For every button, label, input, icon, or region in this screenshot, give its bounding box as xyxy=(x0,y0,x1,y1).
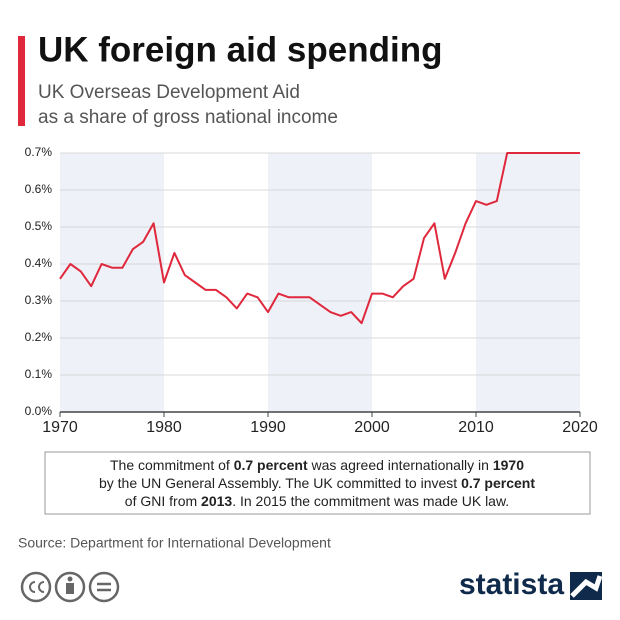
note-text: The commitment of xyxy=(110,457,234,473)
note-text: . In 2015 the commitment was made UK law… xyxy=(232,493,509,509)
note-text: 0.7 percent xyxy=(461,475,535,491)
y-tick-label: 0.6% xyxy=(25,182,53,196)
y-tick-label: 0.3% xyxy=(25,293,53,307)
subtitle: as a share of gross national income xyxy=(38,107,338,128)
x-tick-label: 2010 xyxy=(458,419,494,436)
x-tick-label: 2000 xyxy=(354,419,390,436)
note-text: was agreed internationally in xyxy=(308,457,493,473)
subtitle: UK Overseas Development Aid xyxy=(38,82,300,103)
chart-title: UK foreign aid spending xyxy=(38,30,442,69)
note-text: by the UN General Assembly. The UK commi… xyxy=(99,475,461,491)
y-tick-label: 0.7% xyxy=(25,145,53,159)
x-tick-label: 1990 xyxy=(250,419,286,436)
x-tick-label: 2020 xyxy=(562,419,598,436)
y-tick-label: 0.1% xyxy=(25,367,53,381)
band xyxy=(268,153,372,412)
plot: 0.0% 0.1% 0.2% 0.3% 0.4% 0.5% 0.6% 0.7% 1970 1980… xyxy=(25,145,598,436)
note-text: 1970 xyxy=(493,457,524,473)
brand: statista xyxy=(459,568,564,601)
note-box xyxy=(44,451,591,515)
y-tick-label: 0.4% xyxy=(25,256,53,270)
accent-bar xyxy=(18,36,25,126)
note-text: 0.7 percent xyxy=(234,457,308,473)
note-text: of GNI from xyxy=(125,493,201,509)
x-tick-label: 1970 xyxy=(42,419,78,436)
band xyxy=(476,153,580,412)
note: The commitment of 0.7 percent was agreed… xyxy=(99,457,535,509)
license-icons xyxy=(20,571,120,603)
x-tick-label: 1980 xyxy=(146,419,182,436)
y-tick-label: 0.2% xyxy=(25,330,53,344)
y-tick-label: 0.0% xyxy=(25,404,53,418)
band xyxy=(60,153,164,412)
y-tick-label: 0.5% xyxy=(25,219,53,233)
data-line xyxy=(59,152,580,325)
brand-logo xyxy=(570,572,603,600)
note-text: 2013 xyxy=(201,493,232,509)
source: Source: Department for International Dev… xyxy=(18,535,331,551)
